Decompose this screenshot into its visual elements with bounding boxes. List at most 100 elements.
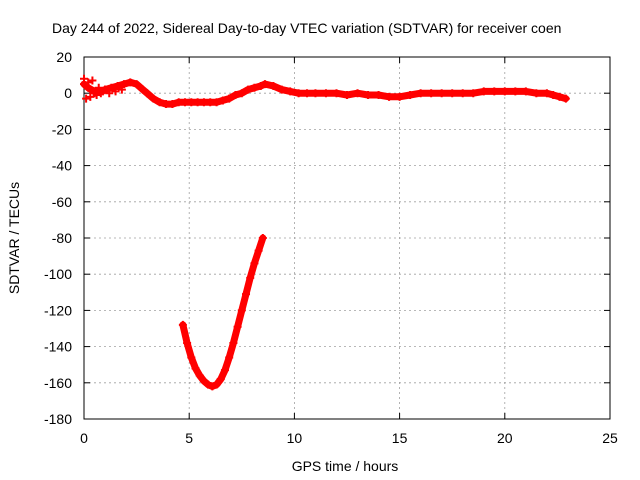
data-point (126, 78, 135, 87)
x-tick-label: 10 (287, 430, 303, 446)
data-point (256, 81, 265, 90)
data-point (143, 89, 152, 98)
grid (84, 57, 610, 419)
chart-title: Day 244 of 2022, Sidereal Day-to-day VTE… (52, 20, 561, 36)
data-point (542, 89, 551, 98)
data-point (94, 83, 103, 92)
data-point (107, 83, 116, 92)
data-point (555, 92, 564, 101)
y-tick-label: -60 (52, 194, 72, 210)
data-point (250, 259, 259, 268)
data-point (119, 80, 128, 89)
data-point (332, 89, 341, 98)
y-tick-label: -80 (52, 230, 72, 246)
data-point (233, 322, 242, 331)
y-tick-label: -40 (52, 158, 72, 174)
series-main-track (80, 78, 570, 109)
data-point (183, 338, 192, 347)
data-point (353, 89, 362, 98)
data-point (416, 89, 425, 98)
y-tick-label: -140 (44, 339, 72, 355)
data-point (80, 74, 88, 83)
y-tick-label: -20 (52, 121, 72, 137)
x-tick-label: 0 (80, 430, 88, 446)
data-point (395, 92, 404, 101)
y-tick-label: -120 (44, 302, 72, 318)
data-point (364, 91, 373, 100)
data-point (244, 85, 253, 94)
data-point (216, 375, 225, 384)
data-point (479, 87, 488, 96)
data-point (254, 246, 263, 255)
x-tick-label: 20 (497, 430, 513, 446)
series-scatter-early (80, 74, 126, 103)
data-point (84, 78, 93, 87)
data-point (406, 91, 415, 100)
data-point (195, 371, 204, 380)
data-point (111, 87, 120, 96)
data-point (343, 91, 351, 100)
data-point (225, 94, 234, 103)
y-tick-label: 0 (64, 85, 72, 101)
data-point (277, 85, 286, 94)
data-point (303, 89, 312, 98)
y-tick-label: 20 (56, 49, 72, 65)
x-axis-label: GPS time / hours (292, 458, 399, 474)
data-point (220, 366, 229, 375)
data-point (155, 98, 164, 107)
data-point (260, 80, 269, 89)
y-tick-label: -180 (44, 411, 72, 427)
data-point (448, 89, 457, 98)
data-point (168, 100, 177, 109)
data-point (258, 234, 267, 242)
data-point (187, 353, 196, 362)
data-point (242, 290, 251, 299)
data-point (237, 306, 246, 315)
data-point (427, 89, 436, 98)
data-point (374, 91, 383, 100)
data-point (218, 96, 227, 105)
data-point (88, 76, 97, 85)
x-tick-label: 25 (602, 430, 618, 446)
data-point (469, 89, 478, 98)
data-point (286, 87, 295, 96)
data-point (204, 380, 213, 389)
series-group (80, 74, 570, 391)
data-point (178, 320, 187, 329)
plot-frame (83, 56, 611, 420)
data-point (250, 83, 259, 92)
data-point (321, 89, 330, 98)
axis-ticks: 0 5 10 15 20 25 20 0 -20 -40 -60 -80 -100 -120 -140 -16… (44, 49, 618, 446)
data-point (208, 382, 217, 391)
data-point (294, 89, 303, 98)
data-point (229, 338, 238, 347)
data-point (500, 87, 509, 96)
series-line (179, 234, 267, 390)
data-point (199, 376, 208, 385)
data-point (138, 85, 147, 94)
data-point (490, 87, 499, 96)
y-axis-label: SDTVAR / TECUs (6, 182, 22, 294)
data-point (521, 87, 530, 96)
data-point (269, 81, 278, 90)
data-point (311, 89, 320, 98)
data-point (117, 85, 126, 94)
data-point (549, 91, 558, 100)
x-tick-label: 5 (185, 430, 193, 446)
data-point (458, 89, 467, 98)
data-point (132, 80, 141, 89)
data-point (246, 273, 255, 282)
data-point (149, 94, 158, 103)
data-point (532, 89, 541, 98)
y-tick-label: -100 (44, 266, 72, 282)
data-point (82, 94, 91, 103)
data-point (561, 94, 570, 103)
data-point (113, 81, 122, 90)
x-tick-label: 15 (392, 430, 408, 446)
data-point (231, 91, 240, 100)
data-point (212, 98, 221, 107)
data-point (92, 91, 101, 100)
series-deep-dip (178, 234, 267, 391)
data-point (191, 364, 200, 373)
